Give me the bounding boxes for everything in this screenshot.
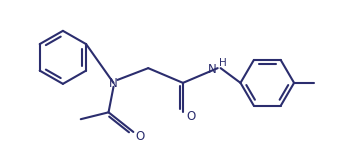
Text: O: O — [186, 110, 195, 123]
Text: N: N — [208, 63, 217, 76]
Text: N: N — [109, 77, 118, 90]
Text: H: H — [219, 58, 226, 68]
Text: O: O — [135, 130, 145, 143]
